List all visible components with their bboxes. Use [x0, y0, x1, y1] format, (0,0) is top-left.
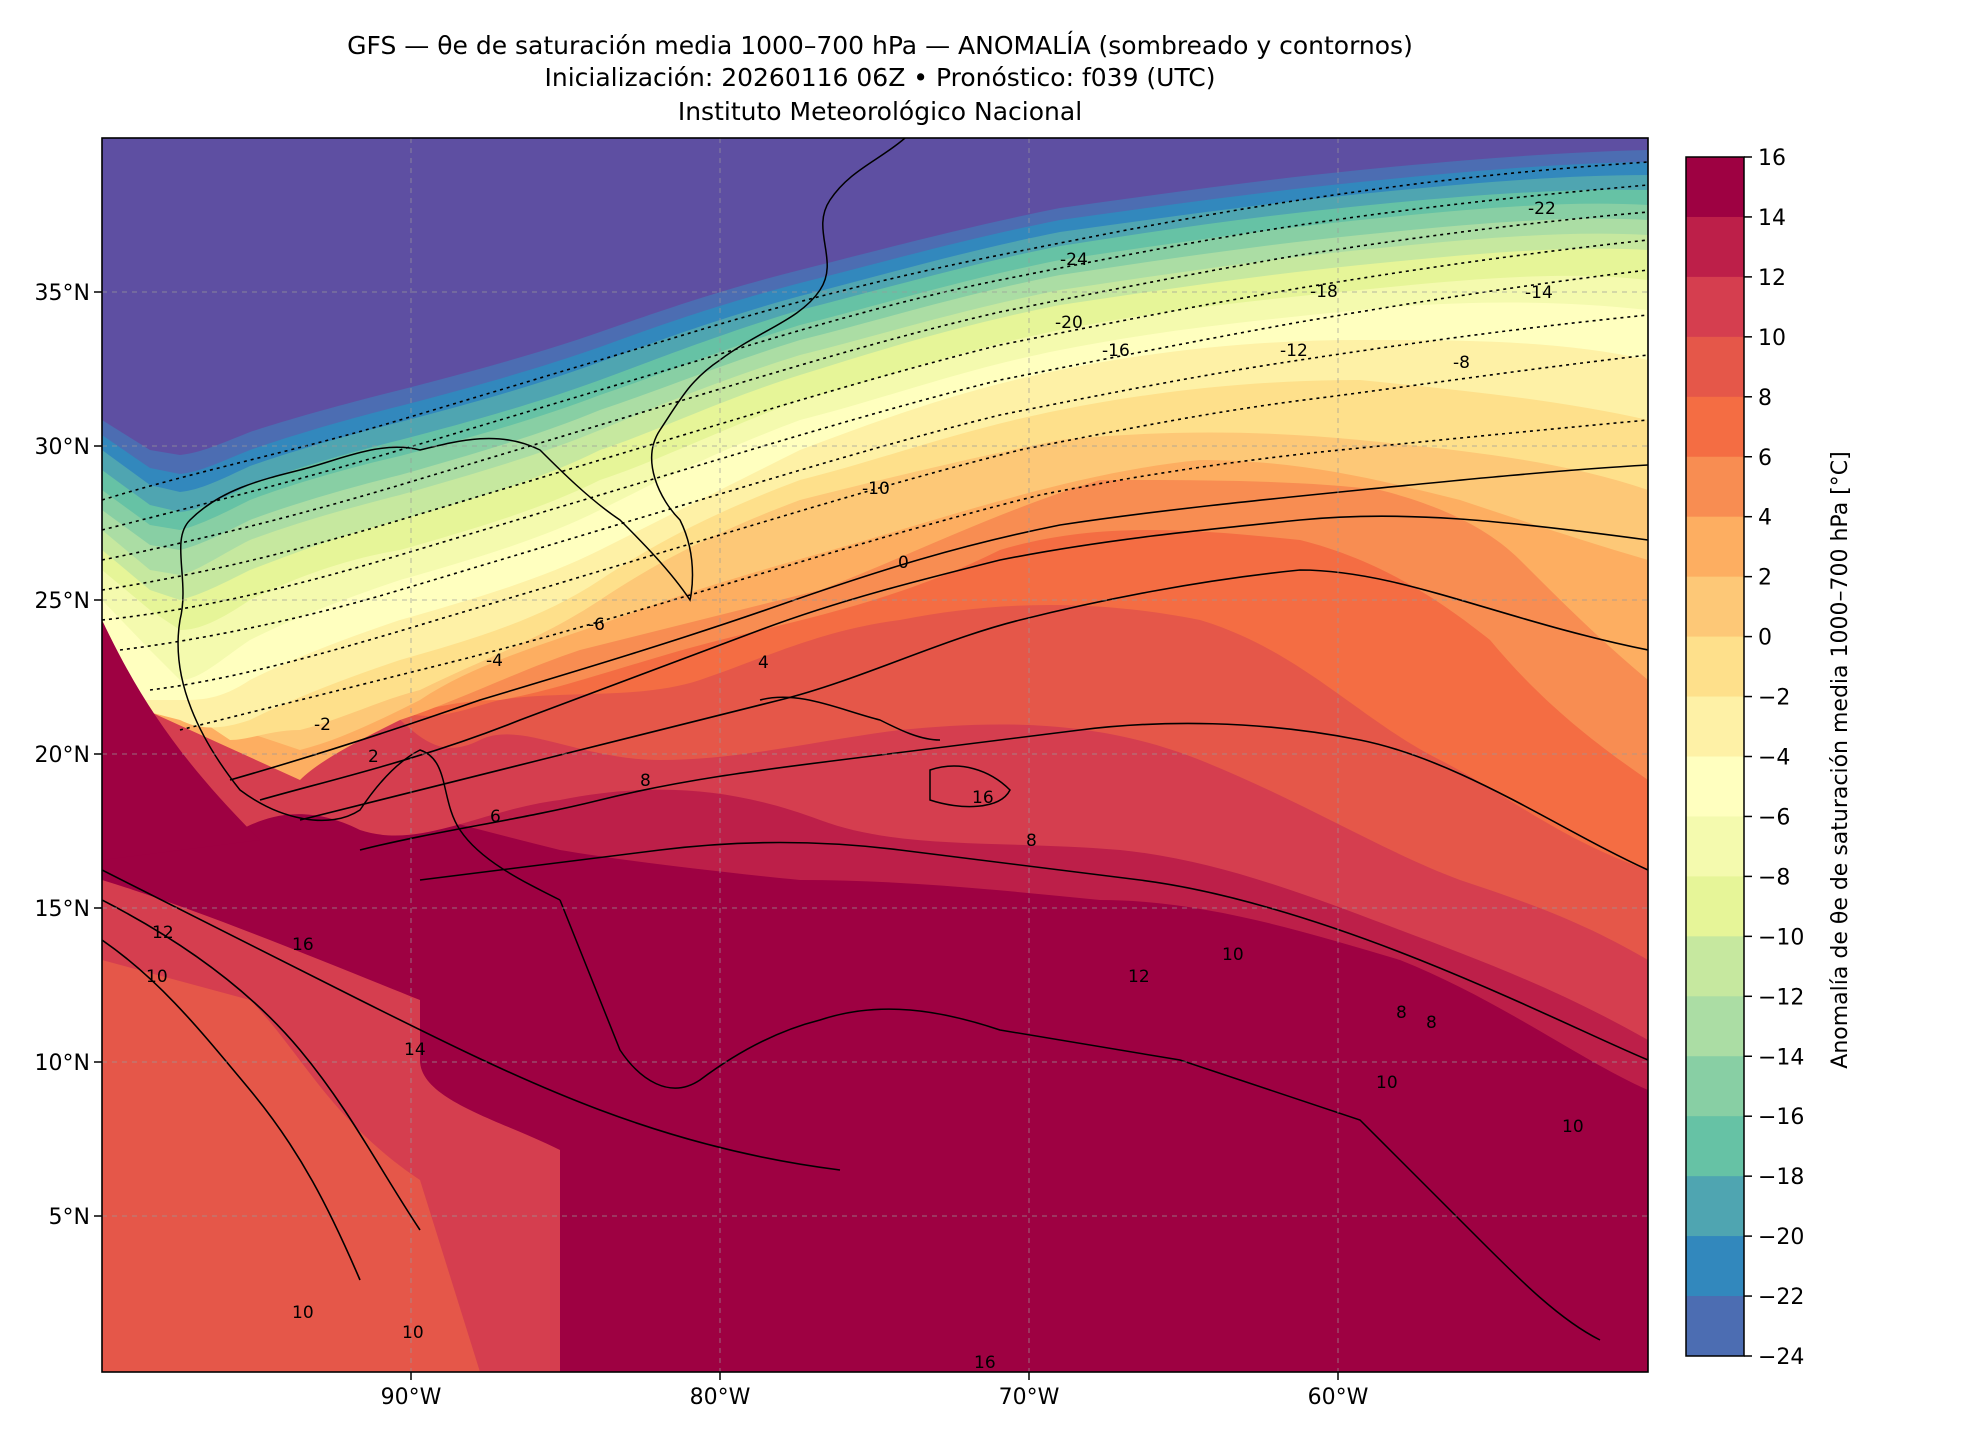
- gridlines: [102, 138, 1648, 1372]
- colorbar-tick-label: 2: [1758, 566, 1772, 591]
- contour-label: -24: [1060, 250, 1088, 270]
- latitude-ticks: 35°N 30°N 25°N 20°N 15°N 10°N 5°N: [35, 281, 102, 1230]
- contour-label: -6: [588, 615, 605, 635]
- contour-label: -18: [1310, 282, 1338, 302]
- contour-label: 8: [1396, 1003, 1407, 1023]
- anomaly-field: [102, 138, 1648, 1372]
- colorbar-swatch: [1686, 1296, 1744, 1357]
- colorbar: 16 14 12 10 8 6 4 2 0 −2 −4 −6 −8 −10 −12 −14 −16 −18 −20 −…: [1685, 146, 1804, 1370]
- lat-tick-label: 20°N: [35, 743, 90, 768]
- colorbar-swatch: [1686, 216, 1744, 278]
- colorbar-label: Anomalía de θe de saturación media 1000–…: [1828, 451, 1853, 1068]
- contour-label: -4: [486, 651, 503, 671]
- colorbar-swatch: [1686, 576, 1744, 638]
- colorbar-swatch: [1686, 996, 1744, 1057]
- contour-label: 10: [1562, 1117, 1584, 1137]
- colorbar-tick-label: 14: [1758, 206, 1786, 231]
- colorbar-tick-label: −2: [1758, 686, 1790, 711]
- colorbar-tick-label: −6: [1758, 805, 1790, 830]
- colorbar-tick-label: −12: [1758, 985, 1804, 1010]
- colorbar-swatch: [1686, 876, 1744, 937]
- contour-label: 16: [974, 1353, 996, 1373]
- contour-label: 12: [1128, 967, 1150, 987]
- colorbar-tick-label: 12: [1758, 266, 1786, 291]
- lat-tick-label: 25°N: [35, 589, 90, 614]
- contour-label: 6: [490, 807, 501, 827]
- colorbar-tick-label: 4: [1758, 506, 1772, 531]
- longitude-ticks: 90°W 80°W 70°W 60°W: [381, 1372, 1369, 1410]
- colorbar-tick-label: 16: [1758, 146, 1786, 171]
- contour-label: 10: [146, 967, 168, 987]
- map-frame: [101, 137, 1649, 1373]
- contour-label: 2: [368, 747, 379, 767]
- contour-label: 14: [404, 1040, 426, 1060]
- lat-tick-label: 35°N: [35, 281, 90, 306]
- contour-label: -12: [1280, 341, 1308, 361]
- contour-label: 0: [898, 553, 909, 573]
- map-title-line2: Inicialización: 20260116 06Z • Pronóstic…: [544, 63, 1216, 92]
- lat-tick-label: 5°N: [49, 1205, 90, 1230]
- contour-label: -14: [1525, 283, 1553, 303]
- contour-label: 8: [1426, 1013, 1437, 1033]
- colorbar-tick-label: −4: [1758, 746, 1790, 771]
- lat-tick-label: 15°N: [35, 897, 90, 922]
- lon-tick-label: 80°W: [690, 1385, 751, 1410]
- contour-label: -16: [1102, 341, 1130, 361]
- colorbar-swatch: [1686, 1056, 1744, 1117]
- contour-label: 10: [1222, 945, 1244, 965]
- contour-label: -20: [1055, 313, 1083, 333]
- colorbar-swatch: [1686, 636, 1744, 698]
- map-title-line3: Instituto Meteorológico Nacional: [677, 97, 1083, 126]
- contour-label: 12: [152, 923, 174, 943]
- colorbar-tick-label: −24: [1758, 1345, 1804, 1370]
- contour-label: 10: [292, 1303, 314, 1323]
- contour-label: -2: [314, 715, 331, 735]
- colorbar-swatch: [1686, 756, 1744, 817]
- contour-label: -22: [1528, 199, 1556, 219]
- lat-tick-label: 30°N: [35, 435, 90, 460]
- contour-labels: -22 -24 -20 -18 -16 -14 -12 -10 -8 -6 -4…: [146, 199, 1584, 1373]
- contour-label: 10: [402, 1323, 424, 1343]
- colorbar-swatch: [1686, 336, 1744, 398]
- contour-label: 16: [292, 935, 314, 955]
- colorbar-tick-label: 8: [1758, 386, 1772, 411]
- contour-label: -8: [1453, 353, 1470, 373]
- colorbar-swatch: [1686, 1116, 1744, 1177]
- lon-tick-label: 60°W: [1308, 1385, 1369, 1410]
- colorbar-tick-label: −22: [1758, 1285, 1804, 1310]
- lon-tick-label: 90°W: [381, 1385, 442, 1410]
- contour-label: 4: [758, 653, 769, 673]
- colorbar-swatch: [1686, 157, 1744, 218]
- colorbar-swatch: [1686, 516, 1744, 578]
- colorbar-tick-label: −14: [1758, 1045, 1804, 1070]
- contour-label: 8: [1026, 831, 1037, 851]
- colorbar-swatch: [1686, 936, 1744, 997]
- colorbar-tick-label: −10: [1758, 925, 1804, 950]
- contour-label: 16: [972, 788, 994, 808]
- colorbar-tick-label: 6: [1758, 446, 1772, 471]
- map-title-line1: GFS — θe de saturación media 1000–700 hP…: [347, 31, 1413, 60]
- colorbar-tick-label: −18: [1758, 1165, 1804, 1190]
- contour-label: 8: [640, 771, 651, 791]
- colorbar-swatch: [1686, 396, 1744, 458]
- colorbar-tick-label: 0: [1758, 626, 1772, 651]
- colorbar-tick-label: −8: [1758, 865, 1790, 890]
- colorbar-swatch: [1686, 1176, 1744, 1237]
- colorbar-swatch: [1686, 816, 1744, 877]
- anomaly-contours: [102, 161, 1648, 1281]
- colorbar-tick-label: −20: [1758, 1225, 1804, 1250]
- lat-tick-label: 10°N: [35, 1051, 90, 1076]
- colorbar-swatch: [1686, 1236, 1744, 1297]
- colorbar-tick-label: 10: [1758, 326, 1786, 351]
- colorbar-tick-label: −16: [1758, 1105, 1804, 1130]
- colorbar-swatch: [1686, 696, 1744, 757]
- lon-tick-label: 70°W: [999, 1385, 1060, 1410]
- contour-label: -10: [862, 479, 890, 499]
- contour-label: 10: [1376, 1073, 1398, 1093]
- colorbar-swatch: [1686, 276, 1744, 338]
- colorbar-swatch: [1686, 456, 1744, 518]
- coastlines: [177, 138, 1601, 1341]
